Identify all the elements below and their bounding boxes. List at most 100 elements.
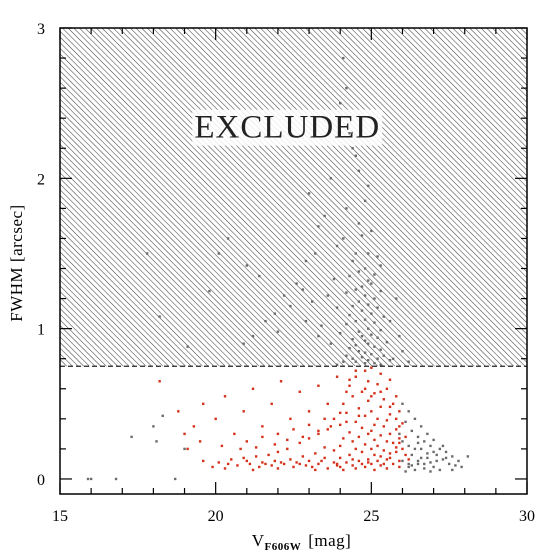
rejected-point <box>404 420 407 424</box>
selected-point <box>307 423 311 427</box>
selected-point <box>248 462 252 466</box>
selected-point <box>360 390 364 393</box>
selected-point <box>404 435 407 439</box>
rejected-point <box>320 324 323 327</box>
selected-point <box>273 459 277 463</box>
selected-point <box>282 462 286 466</box>
rejected-point <box>360 309 364 312</box>
selected-point <box>223 467 227 470</box>
rejected-point <box>367 303 370 306</box>
selected-point <box>295 461 298 464</box>
rejected-point <box>326 294 329 297</box>
selected-point <box>158 380 161 383</box>
rejected-point <box>363 267 367 270</box>
selected-point <box>202 402 205 406</box>
rejected-point <box>395 297 398 300</box>
selected-point <box>211 465 214 469</box>
rejected-point <box>367 252 370 255</box>
rejected-point <box>186 345 189 348</box>
selected-point <box>245 459 248 463</box>
selected-point <box>301 435 305 439</box>
selected-point <box>398 441 401 445</box>
selected-point <box>348 378 351 381</box>
rejected-point <box>251 334 255 338</box>
x-axis-label-suffix: [mag] <box>308 531 351 550</box>
rejected-point <box>407 462 410 466</box>
selected-point <box>379 434 382 437</box>
rejected-point <box>335 306 339 309</box>
selected-point <box>363 414 367 418</box>
selected-point <box>367 458 370 461</box>
rejected-point <box>226 237 230 240</box>
rejected-point <box>426 432 429 436</box>
rejected-point <box>86 477 90 481</box>
rejected-point <box>317 334 320 338</box>
rejected-point <box>410 464 414 467</box>
selected-point <box>335 375 339 378</box>
selected-point <box>357 407 361 410</box>
selected-point <box>379 455 382 458</box>
selected-point <box>279 461 283 464</box>
rejected-point <box>145 252 149 255</box>
rejected-point <box>295 282 298 285</box>
rejected-point <box>360 285 364 288</box>
selected-point <box>310 465 314 469</box>
selected-point <box>370 366 373 369</box>
rejected-point <box>438 468 442 472</box>
selected-point <box>332 417 336 421</box>
selected-point <box>388 378 392 381</box>
rejected-point <box>388 359 392 362</box>
selected-point <box>239 447 242 451</box>
rejected-point <box>360 234 364 237</box>
selected-point <box>276 450 280 454</box>
rejected-point <box>401 402 404 406</box>
selected-point <box>332 461 336 464</box>
selected-point <box>385 419 389 422</box>
selected-point <box>192 425 196 428</box>
selected-point <box>354 375 357 378</box>
rejected-point <box>423 467 426 470</box>
rejected-point <box>441 458 445 461</box>
selected-point <box>342 468 345 472</box>
y-tick-label: 2 <box>37 171 45 188</box>
rejected-point <box>432 438 435 442</box>
x-tick-label: 20 <box>208 508 224 525</box>
rejected-point <box>423 462 426 466</box>
selected-point <box>186 447 189 451</box>
selected-point <box>398 410 401 413</box>
y-axis-label: FWHM [arcsec] <box>7 204 26 321</box>
x-axis-label-subscript: F606W <box>264 541 301 553</box>
rejected-point <box>351 259 354 263</box>
rejected-point <box>289 304 292 308</box>
selected-point <box>345 420 348 424</box>
rejected-point <box>354 252 357 255</box>
rejected-point <box>416 462 420 466</box>
rejected-point <box>304 319 308 323</box>
selected-point <box>273 443 277 446</box>
selected-point <box>345 390 348 393</box>
selected-point <box>226 462 230 466</box>
selected-point <box>292 465 295 469</box>
selected-point <box>298 462 301 466</box>
rejected-point <box>329 342 333 345</box>
plot-frame <box>59 27 528 495</box>
selected-point <box>254 446 258 449</box>
selected-point <box>342 402 345 406</box>
selected-point <box>261 435 264 439</box>
selected-point <box>261 461 264 464</box>
y-tick-label: 1 <box>37 322 45 339</box>
selected-point <box>317 462 320 466</box>
selected-point <box>370 462 373 466</box>
rejected-point <box>357 300 361 303</box>
selected-point <box>270 402 273 406</box>
rejected-point <box>466 455 470 458</box>
selected-point <box>332 449 336 452</box>
rejected-point <box>457 459 460 463</box>
selected-point <box>360 462 364 466</box>
rejected-point <box>363 294 367 297</box>
selected-point <box>286 447 289 451</box>
rejected-point <box>329 177 333 180</box>
selected-point <box>323 417 326 421</box>
selected-point <box>270 464 273 467</box>
